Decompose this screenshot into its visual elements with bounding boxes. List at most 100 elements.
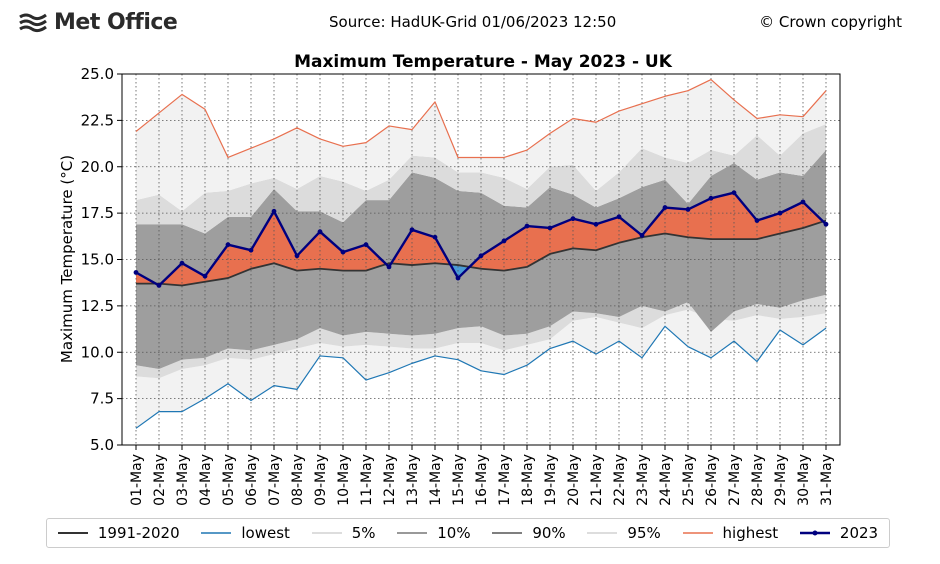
x-tick-label: 01-May [129,454,145,506]
series-point-2023 [340,249,346,255]
legend-swatch [492,532,523,534]
anomaly-fill-segment [550,218,573,254]
legend-item: 5% [311,524,376,542]
series-point-2023 [547,225,553,231]
series-point-2023 [248,247,254,253]
legend-item: 90% [492,524,566,542]
y-tick-label: 15.0 [81,251,114,269]
legend-label: 1991-2020 [97,524,180,542]
x-tick-label: 24-May [658,454,674,506]
y-axis-label: Maximum Temperature (°C) [58,155,76,363]
x-tick-label: 07-May [267,454,283,506]
series-point-2023 [478,253,484,259]
series-point-2023 [294,253,300,259]
series-point-2023 [823,221,829,227]
legend-swatch [682,532,713,534]
x-tick-label: 06-May [244,454,260,506]
series-point-2023 [777,210,783,216]
band-95-highest [136,79,826,212]
anomaly-fill-segment [665,207,688,238]
x-tick-label: 28-May [750,454,766,506]
legend-label: 5% [351,524,376,542]
x-tick-label: 10-May [336,454,352,506]
anomaly-fill-segment [320,231,343,271]
series-point-2023 [685,207,691,212]
series-point-2023 [708,195,714,201]
series-point-2023 [225,242,231,248]
anomaly-fill-segment [274,211,297,271]
series-point-2023 [386,264,392,270]
y-tick-label: 20.0 [81,158,114,176]
legend-swatch [799,530,830,536]
series-point-2023 [731,190,737,196]
legend-swatch [57,532,88,534]
series-point-2023 [593,221,599,227]
series-line-lowest [135,325,827,429]
y-tick-label: 7.5 [90,390,114,408]
x-tick-label: 25-May [681,454,697,506]
copyright-label: © Crown copyright [759,13,902,31]
y-tick-label: 17.5 [81,204,114,222]
x-tick-label: 18-May [520,454,536,506]
y-tick-label: 22.5 [81,111,114,129]
anomaly-fill-segment [711,192,734,240]
legend-swatch [311,532,342,534]
met-office-logo: Met Office [18,10,178,35]
series-point-2023 [202,273,208,279]
series-line-highest [135,78,827,159]
series-point-2023 [570,216,576,222]
anomaly-fill-segment [251,211,274,269]
anomaly-fill-segment [573,218,596,251]
series-point-2023 [616,214,622,220]
y-tick-label: 12.5 [81,297,114,315]
legend-label: 10% [437,524,471,542]
anomaly-fill-segment [596,216,619,251]
series-point-2023 [179,260,185,266]
anomaly-fill-segment [734,192,757,240]
series-point-2023 [409,227,415,233]
series-point-2023 [432,234,438,240]
legend-item: lowest [201,524,290,542]
x-tick-label: 22-May [612,454,628,506]
source-label: Source: HadUK-Grid 01/06/2023 12:50 [329,13,617,31]
anomaly-fill-segment [297,231,320,271]
x-tick-label: 26-May [704,454,720,506]
x-tick-label: 20-May [566,454,582,506]
anomaly-fill-segment [412,229,435,266]
x-tick-label: 12-May [382,454,398,506]
legend-item: 1991-2020 [57,524,180,542]
x-tick-label: 13-May [405,454,421,506]
anomaly-fill-segment [182,263,205,286]
legend-label: lowest [241,524,290,542]
y-tick-label: 25.0 [81,65,114,83]
x-tick-label: 27-May [727,454,743,506]
series-point-2023 [754,218,760,223]
legend-label: 2023 [839,524,879,542]
band-lowest-5 [136,309,826,429]
x-tick-label: 04-May [198,454,214,506]
legend-swatch [201,532,232,534]
x-tick-label: 08-May [290,454,306,506]
legend-item: 95% [587,524,661,542]
chart-legend: 1991-2020 lowest 5% 10% 90% 95% highest 2023 [46,518,890,548]
legend-label: highest [722,524,779,542]
legend-label: 95% [627,524,661,542]
anomaly-fill-segment [780,201,803,234]
series-point-2023 [524,223,530,229]
series-point-2023 [455,275,461,281]
legend-item: highest [682,524,779,542]
series-point-2023 [317,229,323,235]
logo-text: Met Office [54,10,178,35]
anomaly-fill-segment [481,240,504,271]
x-tick-label: 23-May [635,454,651,506]
series-point-2023 [639,232,645,238]
series-point-2023 [133,270,139,275]
x-tick-label: 30-May [796,454,812,506]
x-tick-label: 02-May [152,454,168,506]
series-line-normal [136,219,827,287]
legend-swatch [587,532,618,534]
x-tick-label: 16-May [474,454,490,506]
chart-title: Maximum Temperature - May 2023 - UK [294,52,673,72]
x-tick-label: 21-May [589,454,605,506]
